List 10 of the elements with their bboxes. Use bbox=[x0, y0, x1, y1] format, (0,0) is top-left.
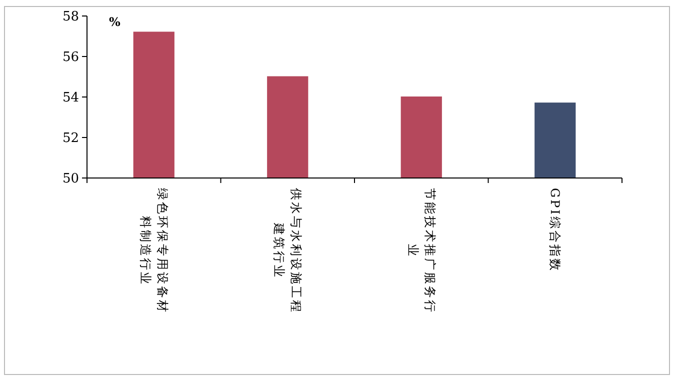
y-tick-label: 52 bbox=[62, 131, 79, 146]
y-tick-label: 50 bbox=[62, 172, 79, 186]
x-tick-label: GPI综合指数 bbox=[548, 188, 562, 272]
x-tick-label: 绿色环保专用设备材料制造行业 bbox=[138, 188, 170, 314]
y-tick-label: 58 bbox=[62, 10, 79, 24]
y-tick-label: 56 bbox=[62, 50, 79, 65]
x-tick-label: 供水与水利设施工程建筑行业 bbox=[272, 188, 304, 314]
y-tick-label: 54 bbox=[62, 90, 79, 106]
y-axis-title: % bbox=[109, 15, 121, 29]
x-tick-label: 节能技术推广服务行业 bbox=[406, 188, 437, 314]
